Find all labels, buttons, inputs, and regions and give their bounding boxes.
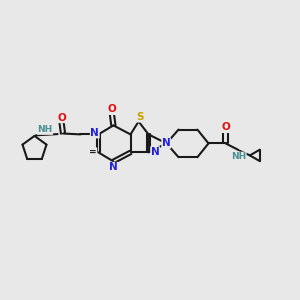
Text: N: N <box>90 128 99 138</box>
Text: =: = <box>89 148 97 157</box>
Text: N: N <box>151 147 160 157</box>
Text: O: O <box>57 112 66 123</box>
Text: O: O <box>107 104 116 115</box>
Text: NH: NH <box>38 125 52 134</box>
Text: N: N <box>109 162 118 172</box>
Text: N: N <box>162 138 171 148</box>
Text: S: S <box>136 112 144 122</box>
Text: NH: NH <box>231 152 246 161</box>
Text: O: O <box>221 122 230 133</box>
